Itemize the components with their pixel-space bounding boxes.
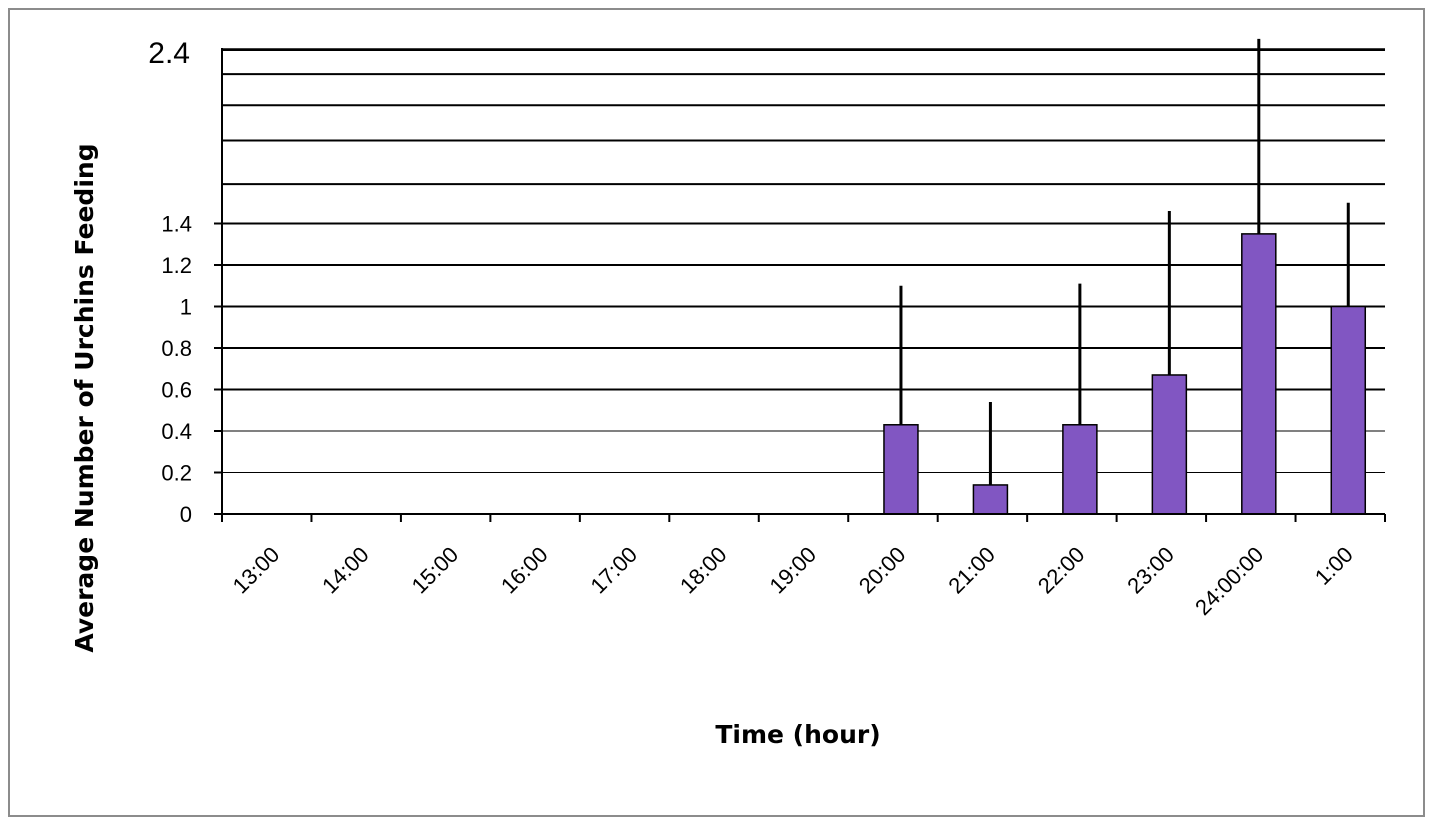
y-tick-label-3: 0.6 bbox=[161, 378, 192, 403]
gridlines bbox=[222, 48, 1385, 473]
bar-12 bbox=[1330, 305, 1367, 515]
y-tick-label-4: 0.8 bbox=[161, 336, 192, 361]
x-tick-label-12: 1:00 bbox=[1310, 542, 1358, 590]
x-tick-label-10: 23:00 bbox=[1122, 542, 1179, 599]
y-tick-label-5: 1 bbox=[180, 295, 192, 320]
x-tick-label-9: 22:00 bbox=[1033, 542, 1090, 599]
x-tick-label-4: 17:00 bbox=[585, 542, 642, 599]
y-tick-label-2: 0.4 bbox=[161, 419, 192, 444]
x-tick-label-3: 16:00 bbox=[496, 542, 553, 599]
bar-7 bbox=[883, 424, 919, 515]
x-tick-label-0: 13:00 bbox=[228, 542, 285, 599]
y-tick-label-1: 0.2 bbox=[161, 461, 192, 486]
x-tick-label-7: 20:00 bbox=[854, 542, 911, 599]
bars bbox=[883, 233, 1367, 515]
x-tick-label-8: 21:00 bbox=[943, 542, 1000, 599]
y-axis-title: Average Number of Urchins Feeding bbox=[70, 143, 99, 652]
y-tick-label-7: 1.4 bbox=[161, 212, 192, 237]
x-tick-label-2: 15:00 bbox=[407, 542, 464, 599]
x-tick-label-1: 14:00 bbox=[317, 542, 374, 599]
chart-frame bbox=[8, 8, 1425, 817]
y-tick-label-top: 2.4 bbox=[148, 37, 190, 70]
axes bbox=[214, 48, 1386, 522]
x-tick-label-5: 18:00 bbox=[675, 542, 732, 599]
y-tick-label-6: 1.2 bbox=[161, 253, 192, 278]
y-tick-label-0: 0 bbox=[180, 502, 192, 527]
bar-9 bbox=[1062, 424, 1098, 515]
y-tick-labels: 0 0.2 0.4 0.6 0.8 1 1.2 1.4 bbox=[161, 212, 192, 528]
x-axis-title: Time (hour) bbox=[715, 720, 880, 749]
bar-8 bbox=[972, 484, 1009, 515]
x-tick-labels: 13:00 14:00 15:00 16:00 17:00 18:00 19:00 20:00… bbox=[228, 542, 1358, 620]
bar-11 bbox=[1241, 233, 1277, 515]
x-tick-label-11: 24:00:00 bbox=[1190, 542, 1268, 620]
bar-10 bbox=[1151, 374, 1188, 515]
error-bars bbox=[899, 38, 1350, 485]
x-tick-label-6: 19:00 bbox=[764, 542, 821, 599]
